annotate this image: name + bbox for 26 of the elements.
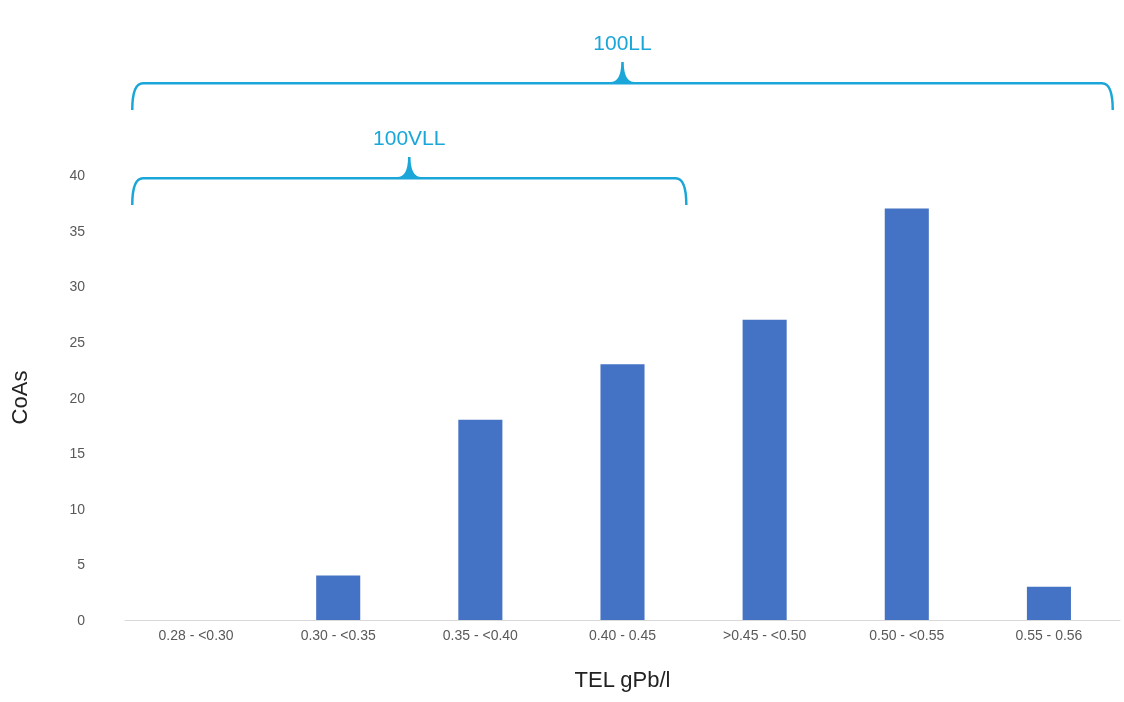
y-tick-label: 5 xyxy=(77,556,86,573)
bar xyxy=(316,575,361,620)
bar xyxy=(600,364,645,620)
text: 100LL xyxy=(593,31,652,54)
y-axis-title: CoAs xyxy=(6,370,32,425)
y-tick-label: 40 xyxy=(69,167,86,183)
x-tick-label: >0.45 - <0.50 xyxy=(722,627,807,643)
bar xyxy=(884,208,929,620)
x-tick-label: 0.50 - <0.55 xyxy=(869,627,945,643)
y-tick-label: 0 xyxy=(77,612,86,628)
y-tick-label: 30 xyxy=(69,278,86,295)
bar xyxy=(1026,586,1071,620)
y-tick-label: 35 xyxy=(69,222,86,239)
x-tick-label: 0.28 - <0.30 xyxy=(158,627,234,643)
x-tick-label: 0.35 - <0.40 xyxy=(442,627,519,643)
y-tick-label: 15 xyxy=(69,445,86,462)
x-axis-title: TEL gPb/l xyxy=(574,666,671,692)
y-tick-label: 20 xyxy=(69,389,86,406)
bar xyxy=(458,419,503,620)
x-tick-label: 0.40 - 0.45 xyxy=(589,627,657,643)
text: 100VLL xyxy=(373,126,446,149)
x-tick-label: 0.30 - <0.35 xyxy=(300,627,376,643)
bar xyxy=(742,319,787,620)
x-tick-label: 0.55 - 0.56 xyxy=(1015,627,1083,643)
y-tick-label: 25 xyxy=(69,333,86,350)
y-tick-label: 10 xyxy=(69,500,86,517)
